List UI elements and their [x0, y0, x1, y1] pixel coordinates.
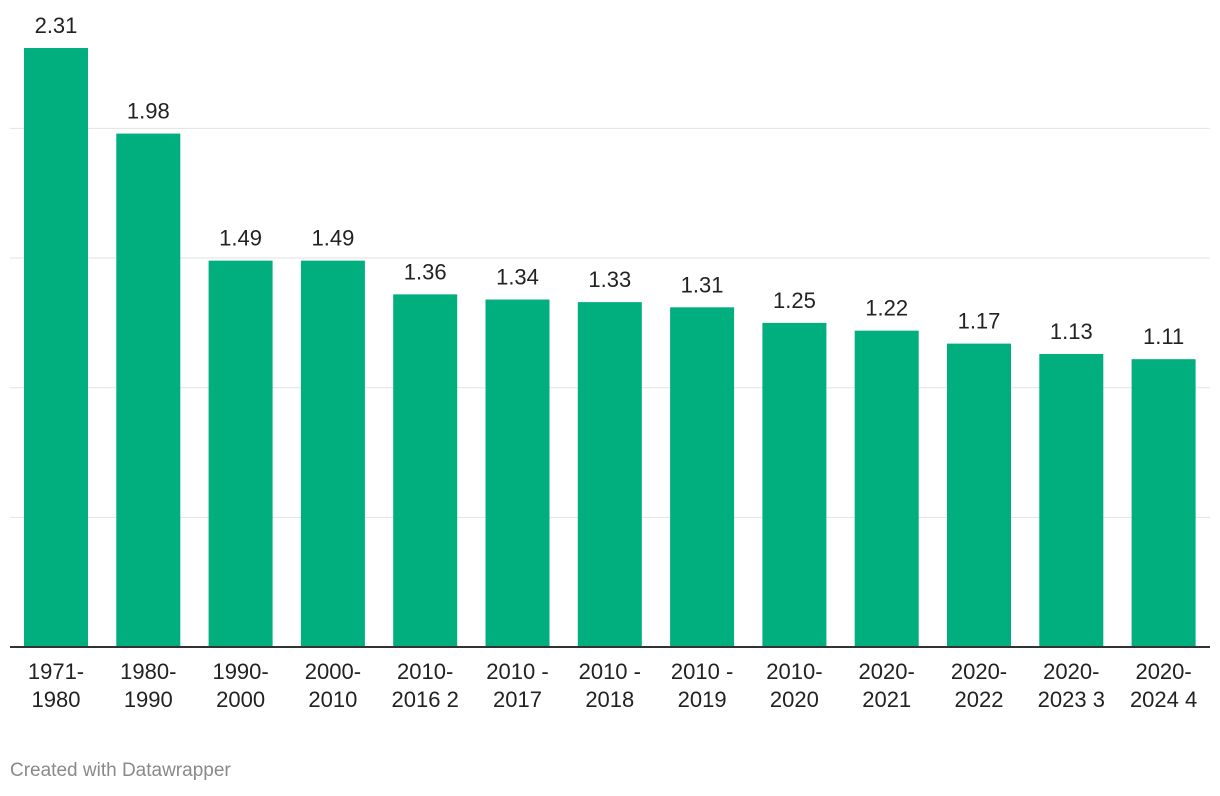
tick-label-line: 1990 — [124, 687, 173, 712]
bar-9 — [854, 330, 919, 647]
tick-label-line: 2021 — [862, 687, 911, 712]
tick-label-line: 2023 3 — [1038, 687, 1105, 712]
bar-0 — [24, 48, 88, 648]
tick-label-7: 2010 - 2019 — [671, 659, 733, 712]
tick-label-1: 1980- 1990 — [120, 659, 176, 712]
tick-label-line: 2010 — [308, 687, 357, 712]
bar-3 — [300, 260, 365, 647]
value-label-5: 1.34 — [496, 265, 539, 290]
tick-label-2: 1990- 2000 — [212, 659, 268, 712]
tick-label-line: 2010- — [397, 659, 453, 684]
tick-label-4: 2010- 2016 2 — [392, 659, 459, 712]
tick-label-line: 2020 — [770, 687, 819, 712]
tick-label-line: 2010- — [766, 659, 822, 684]
value-labels: 2.31 1.98 1.49 1.49 1.36 1.34 1.33 1.31 1.25 1.22… — [35, 13, 1185, 349]
tick-label-line: 1971- — [28, 659, 84, 684]
tick-label-line: 2018 — [585, 687, 634, 712]
tick-label-line: 2020- — [1043, 659, 1099, 684]
bar-4 — [393, 294, 458, 647]
tick-label-line: 2000 — [216, 687, 265, 712]
tick-label-line: 2020- — [859, 659, 915, 684]
value-label-11: 1.13 — [1050, 319, 1093, 344]
value-label-10: 1.17 — [958, 309, 1001, 334]
tick-label-8: 2010- 2020 — [766, 659, 822, 712]
tick-label-line: 2016 2 — [392, 687, 459, 712]
tick-label-line: 2010 - — [671, 659, 733, 684]
value-label-6: 1.33 — [588, 267, 631, 292]
bar-8 — [762, 322, 827, 647]
tick-label-line: 2020- — [951, 659, 1007, 684]
bar-5 — [485, 299, 550, 647]
bar-11 — [1039, 353, 1104, 647]
bar-2 — [208, 260, 273, 647]
tick-label-line: 1980 — [32, 687, 81, 712]
bar-6 — [577, 302, 642, 647]
tick-label-9: 2020- 2021 — [859, 659, 915, 712]
value-label-8: 1.25 — [773, 288, 816, 313]
value-label-1: 1.98 — [127, 99, 170, 124]
tick-label-6: 2010 - 2018 — [579, 659, 641, 712]
tick-label-line: 2024 4 — [1130, 687, 1197, 712]
value-label-7: 1.31 — [681, 272, 724, 297]
tick-label-5: 2010 - 2017 — [486, 659, 548, 712]
tick-label-12: 2020- 2024 4 — [1130, 659, 1197, 712]
tick-label-line: 2010 - — [486, 659, 548, 684]
tick-label-line: 1990- — [212, 659, 268, 684]
tick-label-line: 2000- — [305, 659, 361, 684]
tick-label-11: 2020- 2023 3 — [1038, 659, 1105, 712]
value-label-3: 1.49 — [311, 226, 354, 251]
tick-label-line: 2020- — [1135, 659, 1191, 684]
tick-label-line: 2017 — [493, 687, 542, 712]
tick-label-line: 1980- — [120, 659, 176, 684]
tick-label-line: 2010 - — [579, 659, 641, 684]
bar-12 — [1131, 359, 1196, 647]
tick-label-line: 2019 — [678, 687, 727, 712]
bar-10 — [947, 343, 1011, 647]
tick-label-3: 2000- 2010 — [305, 659, 361, 712]
value-label-2: 1.49 — [219, 226, 262, 251]
x-axis-tick-labels: 1971- 1980 1980- 1990 1990- 2000 2000- 2010 2010… — [28, 659, 1197, 712]
datawrapper-credit: Created with Datawrapper — [10, 760, 231, 781]
tick-label-10: 2020- 2022 — [951, 659, 1007, 712]
value-label-4: 1.36 — [404, 259, 447, 284]
value-label-0: 2.31 — [35, 13, 78, 38]
bar-7 — [670, 307, 735, 647]
value-label-9: 1.22 — [865, 296, 908, 321]
bar-1 — [116, 133, 181, 647]
tick-label-0: 1971- 1980 — [28, 659, 84, 712]
bars — [24, 48, 1196, 648]
tick-label-line: 2022 — [955, 687, 1004, 712]
value-label-12: 1.11 — [1143, 324, 1184, 349]
